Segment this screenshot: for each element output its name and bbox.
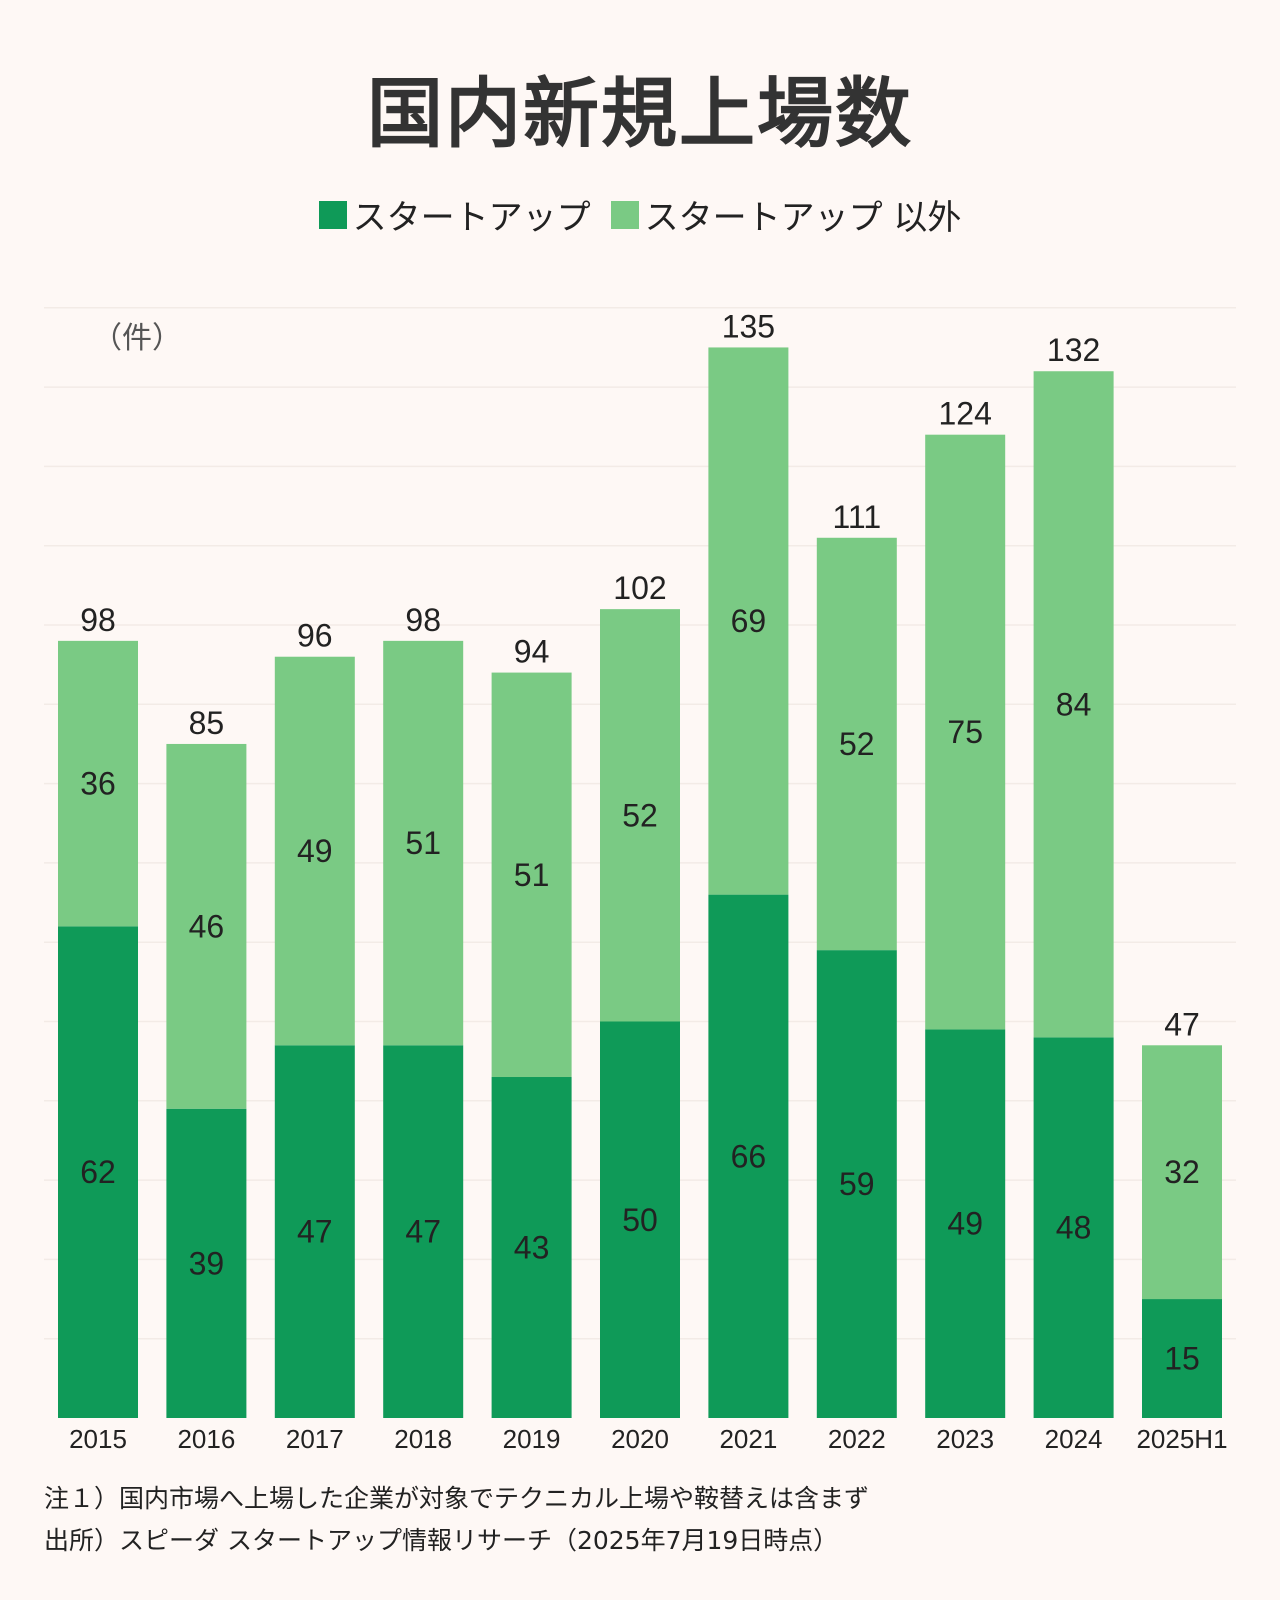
x-tick-label: 2018 <box>394 1424 452 1454</box>
chart-title: 国内新規上場数 <box>367 69 913 158</box>
bar-segment <box>1142 1299 1222 1418</box>
segment-value-label: 39 <box>189 1245 225 1281</box>
chart-notes: 注１）国内市場へ上場した企業が対象でテクニカル上場や鞍替えは含まず 出所）スピー… <box>44 1478 869 1562</box>
segment-value-label: 51 <box>514 857 550 893</box>
bar-segment <box>1033 371 1114 1038</box>
segment-value-label: 52 <box>622 797 658 833</box>
x-tick-label: 2017 <box>286 1424 344 1454</box>
bar-series <box>58 347 1222 1418</box>
total-value-label: 85 <box>189 705 225 741</box>
bar-segment <box>816 537 897 951</box>
legend-item-startup: スタートアップ <box>318 190 591 239</box>
x-axis-ticks: 2015 2016 2017 2018 2019 2020 2021 2022 2023 2024… <box>69 1424 1227 1454</box>
segment-value-label: 47 <box>405 1214 441 1250</box>
x-tick-label: 2022 <box>828 1424 886 1454</box>
segment-value-label: 59 <box>839 1166 875 1202</box>
bar-segment <box>708 894 789 1418</box>
bar-segment <box>600 1021 680 1418</box>
x-tick-label: 2024 <box>1045 1424 1103 1454</box>
total-value-label: 96 <box>297 618 333 654</box>
bar-segment <box>816 950 897 1418</box>
bar-segment <box>166 1108 247 1418</box>
segment-value-label: 51 <box>405 825 441 861</box>
bar-segment <box>383 640 464 1046</box>
bar-segment <box>1033 1037 1114 1418</box>
bar-chart: （件） 62 36 98 39 46 85 47 49 96 47 51 98 43 51 94 50 52 10… <box>44 307 1236 1454</box>
bar-segment <box>491 1077 572 1418</box>
bar-segment <box>925 434 1006 1030</box>
segment-value-label: 66 <box>731 1138 767 1174</box>
legend-item-non-startup: スタートアップ 以外 <box>610 190 962 239</box>
bar-segment <box>58 926 138 1418</box>
bar-segment <box>383 1045 464 1418</box>
segment-value-label: 49 <box>297 833 333 869</box>
bar-segment <box>1142 1045 1222 1300</box>
x-tick-label: 2019 <box>503 1424 561 1454</box>
legend-swatch-non-startup <box>610 200 639 229</box>
bar-segment <box>708 347 789 895</box>
bar-segment <box>925 1029 1006 1418</box>
segment-value-label: 15 <box>1164 1341 1200 1377</box>
total-value-label: 98 <box>80 602 116 638</box>
chart-legend: スタートアップ スタートアップ 以外 <box>0 190 1280 239</box>
x-tick-label: 2020 <box>611 1424 669 1454</box>
legend-label-startup: スタートアップ <box>352 198 591 238</box>
x-tick-label: 2023 <box>936 1424 994 1454</box>
segment-value-label: 75 <box>947 714 983 750</box>
segment-value-label: 50 <box>622 1202 658 1238</box>
total-value-label: 132 <box>1047 332 1100 368</box>
x-tick-label: 2016 <box>177 1424 235 1454</box>
total-value-label: 98 <box>405 602 441 638</box>
segment-value-label: 52 <box>839 726 875 762</box>
segment-value-label: 36 <box>80 766 116 802</box>
segment-value-label: 43 <box>514 1230 550 1266</box>
total-value-label: 135 <box>722 308 775 344</box>
data-labels: 62 36 98 39 46 85 47 49 96 47 51 98 43 51 94 50 52 102 66 6… <box>80 308 1200 1376</box>
total-value-label: 47 <box>1164 1006 1200 1042</box>
bar-segment <box>58 640 138 927</box>
segment-value-label: 69 <box>731 603 767 639</box>
total-value-label: 102 <box>613 570 666 606</box>
segment-value-label: 47 <box>297 1214 333 1250</box>
note-1: 注１）国内市場へ上場した企業が対象でテクニカル上場や鞍替えは含まず <box>44 1484 870 1513</box>
total-value-label: 111 <box>832 499 881 535</box>
segment-value-label: 84 <box>1056 686 1092 722</box>
y-axis-label: （件） <box>92 321 182 356</box>
legend-label-non-startup: スタートアップ 以外 <box>644 198 962 238</box>
bar-segment <box>600 609 680 1022</box>
segment-value-label: 62 <box>80 1154 116 1190</box>
total-value-label: 94 <box>514 634 550 670</box>
note-source: 出所）スピーダ スタートアップ情報リサーチ（2025年7月19日時点） <box>44 1526 839 1555</box>
legend-swatch-startup <box>318 200 347 229</box>
segment-value-label: 46 <box>189 908 225 944</box>
bar-segment <box>491 672 572 1078</box>
segment-value-label: 48 <box>1056 1210 1092 1246</box>
x-tick-label: 2015 <box>69 1424 127 1454</box>
bar-segment <box>274 1045 355 1418</box>
x-tick-label: 2025H1 <box>1136 1424 1227 1454</box>
total-value-label: 124 <box>939 396 992 432</box>
bar-segment <box>274 656 355 1046</box>
segment-value-label: 32 <box>1164 1154 1200 1190</box>
segment-value-label: 49 <box>947 1206 983 1242</box>
x-tick-label: 2021 <box>719 1424 777 1454</box>
bar-segment <box>166 743 247 1109</box>
